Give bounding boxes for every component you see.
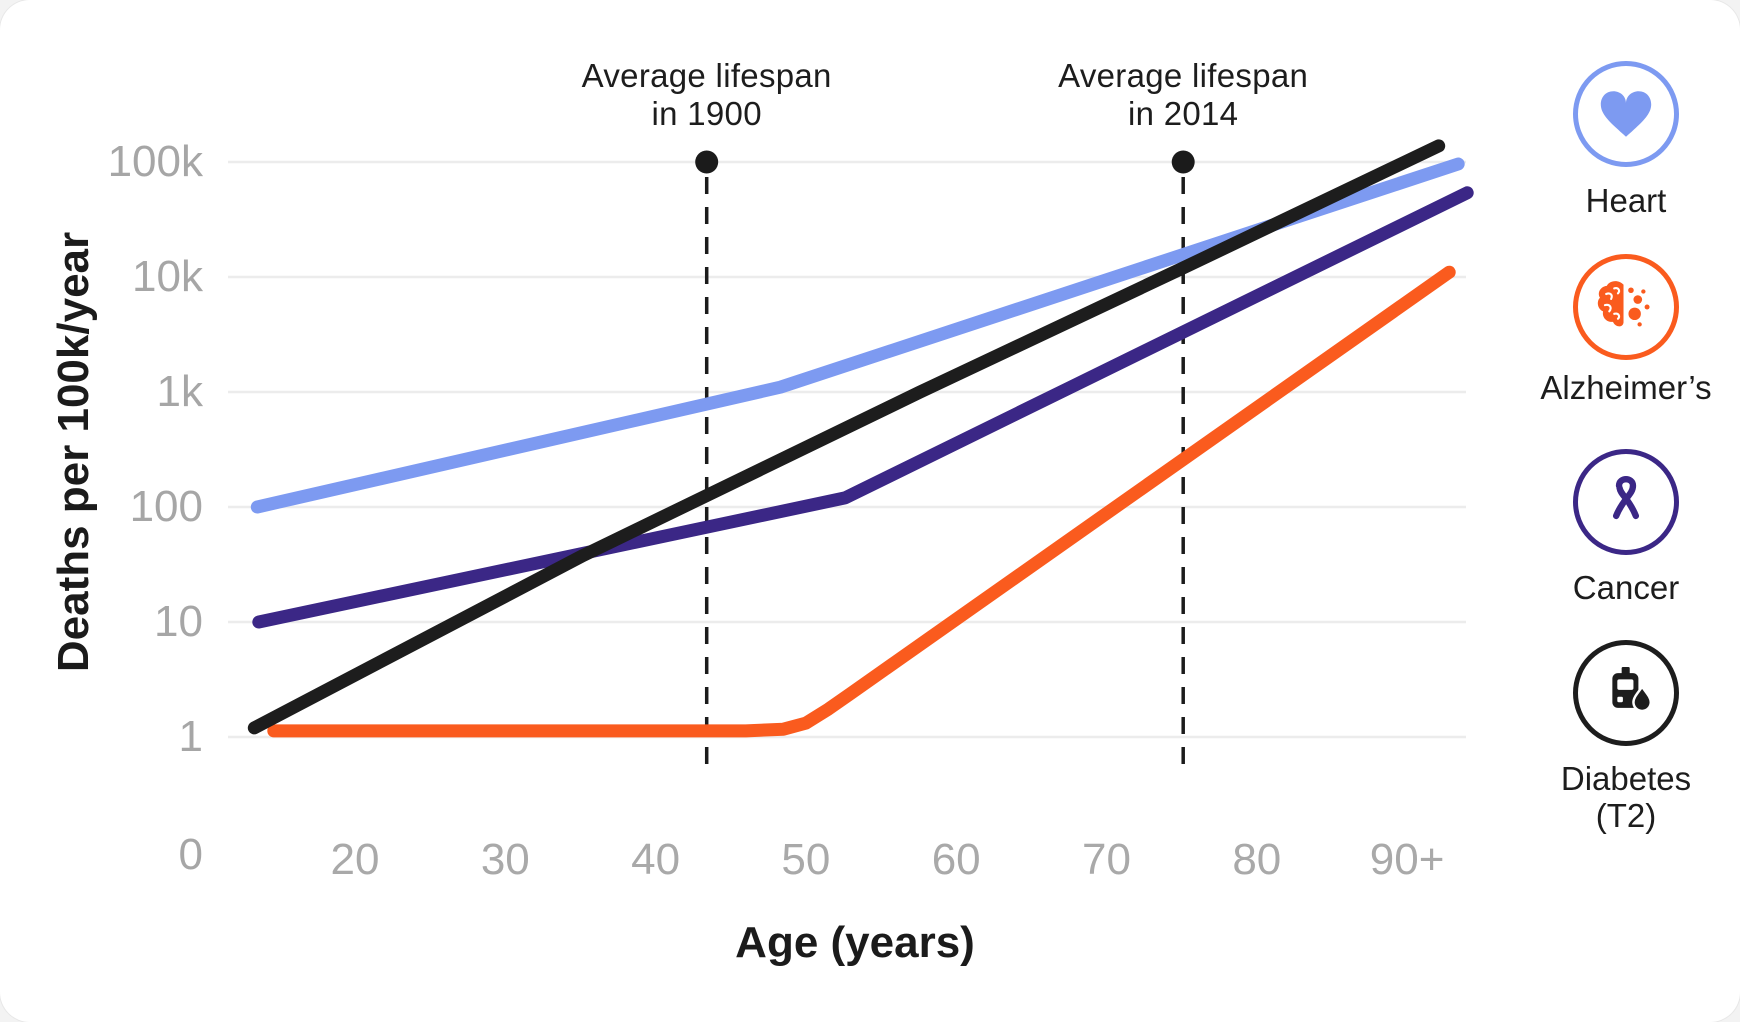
legend-label-heart: Heart — [1585, 182, 1667, 219]
x-tick-label: 80 — [1232, 835, 1282, 884]
y-tick-label: 1k — [156, 367, 203, 416]
legend-alzheimers-circle — [1573, 254, 1679, 360]
series-line — [267, 265, 1456, 738]
x-tick-label: 50 — [781, 835, 831, 884]
annotation-line2: in 1900 — [651, 95, 762, 132]
x-axis-title: Age (years) — [735, 918, 975, 967]
y-tick-label: 1 — [178, 712, 203, 761]
legend-label-diabetes-line2: (T2) — [1595, 797, 1657, 834]
origin-tick-label: 0 — [178, 830, 203, 879]
legend-cancer-circle — [1573, 449, 1679, 555]
legend-label-alzheimers: Alzheimer’s — [1540, 369, 1712, 406]
glucometer-icon — [1612, 666, 1653, 713]
brain-icon — [1597, 281, 1650, 327]
annotation-line1: Average lifespan — [1058, 57, 1309, 94]
legend-label-diabetes: Diabetes (T2) — [1496, 760, 1740, 834]
lifespan-marker-dot — [695, 150, 719, 174]
legend-label-cancer: Cancer — [1572, 569, 1680, 606]
heart-icon — [1600, 91, 1652, 137]
x-tick-label: 60 — [931, 835, 981, 884]
x-tick-label: 90+ — [1369, 835, 1445, 884]
series-line — [252, 186, 1474, 629]
series-line — [247, 139, 1446, 735]
lifespan-marker-dot — [1171, 150, 1195, 174]
annotation-line1: Average lifespan — [581, 57, 832, 94]
x-tick-label: 30 — [480, 835, 530, 884]
annotation-line2: in 2014 — [1127, 95, 1239, 132]
y-tick-label: 100k — [107, 137, 203, 186]
x-tick-label: 20 — [330, 835, 380, 884]
y-tick-label: 100 — [129, 482, 203, 531]
annotation-lifespan-2014: Average lifespan in 2014 — [963, 57, 1403, 133]
annotation-lifespan-1900: Average lifespan in 1900 — [487, 57, 927, 133]
y-tick-label: 10 — [154, 597, 203, 646]
x-tick-label: 70 — [1082, 835, 1131, 884]
legend-label-diabetes-line1: Diabetes — [1560, 760, 1692, 797]
legend-heart-circle — [1573, 61, 1679, 167]
y-tick-label: 10k — [132, 252, 203, 301]
legend-diabetes-circle — [1573, 640, 1679, 746]
x-tick-label: 40 — [631, 835, 681, 884]
ribbon-icon — [1612, 476, 1640, 520]
y-axis-title: Deaths per 100k/year — [49, 231, 98, 673]
